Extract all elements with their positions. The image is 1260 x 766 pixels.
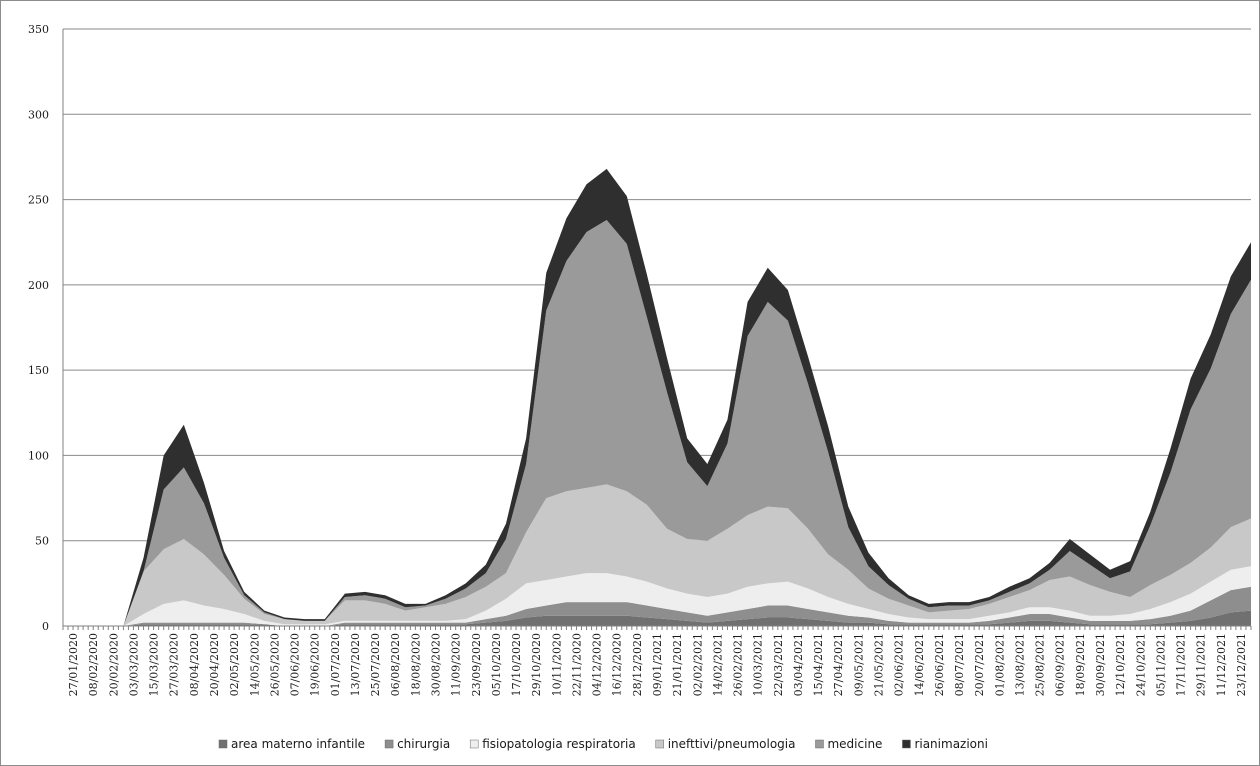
y-tick-label: 100 [28, 449, 49, 462]
x-tick-label: 21/01/2021 [671, 633, 684, 696]
x-tick-label: 05/11/2021 [1154, 633, 1167, 696]
series-area-1 [63, 586, 1251, 626]
legend-label-5: rianimazioni [914, 737, 988, 751]
x-tick-label: 13/08/2021 [1013, 633, 1026, 696]
axes [62, 29, 1252, 630]
legend-swatch-0 [218, 739, 228, 749]
x-tick-label: 10/03/2021 [752, 633, 765, 696]
x-tick-label: 27/01/2020 [67, 633, 80, 696]
x-tick-label: 26/02/2021 [732, 633, 745, 696]
x-tick-label: 25/07/2020 [369, 633, 382, 696]
x-tick-label: 22/11/2020 [570, 633, 583, 696]
x-tick-label: 11/09/2020 [450, 633, 463, 696]
y-axis-tick-labels: 0 50 100 150 200 250 300 350 [28, 23, 49, 633]
legend-swatch-1 [384, 739, 394, 749]
x-tick-label: 26/05/2020 [268, 633, 281, 696]
x-tick-label: 09/05/2021 [852, 633, 865, 696]
y-tick-label: 300 [28, 108, 49, 121]
y-tick-label: 0 [42, 620, 49, 633]
x-tick-label: 09/01/2021 [651, 633, 664, 696]
y-tick-label: 50 [35, 535, 49, 548]
x-tick-label: 01/08/2021 [993, 633, 1006, 696]
x-tick-label: 25/08/2021 [1034, 633, 1047, 696]
x-tick-label: 12/10/2021 [1114, 633, 1127, 696]
series-area-4 [63, 220, 1251, 627]
x-tick-label: 05/10/2020 [490, 633, 503, 696]
y-tick-label: 250 [28, 194, 49, 207]
x-tick-label: 14/02/2021 [711, 633, 724, 696]
x-tick-label: 30/09/2021 [1094, 633, 1107, 696]
x-tick-label: 06/09/2021 [1054, 633, 1067, 696]
series-area-3 [63, 484, 1251, 626]
x-tick-label: 02/02/2021 [691, 633, 704, 696]
x-tick-label: 08/02/2020 [87, 633, 100, 696]
x-tick-label: 27/04/2021 [832, 633, 845, 696]
x-tick-label: 15/03/2020 [148, 633, 161, 696]
x-tick-label: 17/10/2020 [510, 633, 523, 696]
y-tick-label: 150 [28, 364, 49, 377]
legend: area materno infantile chirurgia fisiopato… [218, 737, 988, 751]
x-tick-label: 10/11/2020 [550, 633, 563, 696]
x-axis-tick-labels: 27/01/2020 08/02/2020 20/02/2020 03/03/2020… [67, 633, 1248, 696]
legend-swatch-5 [902, 739, 911, 749]
x-tick-label: 20/02/2020 [107, 633, 120, 696]
x-tick-label: 21/05/2021 [872, 633, 885, 696]
x-tick-label: 13/07/2020 [349, 633, 362, 696]
x-tick-label: 20/04/2020 [208, 633, 221, 696]
x-tick-label: 18/09/2021 [1074, 633, 1087, 696]
x-tick-label: 03/03/2020 [127, 633, 140, 696]
x-tick-label: 07/06/2020 [289, 633, 302, 696]
legend-swatch-4 [815, 739, 824, 749]
x-tick-label: 01/07/2020 [329, 633, 342, 696]
x-tick-label: 08/04/2020 [188, 633, 201, 696]
legend-label-4: medicine [827, 737, 882, 751]
x-tick-label: 08/07/2021 [953, 633, 966, 696]
x-tick-label: 26/06/2021 [933, 633, 946, 696]
x-tick-label: 18/08/2020 [409, 633, 422, 696]
x-tick-label: 22/03/2021 [772, 633, 785, 696]
x-tick-label: 23/09/2020 [470, 633, 483, 696]
x-tick-label: 06/08/2020 [389, 633, 402, 696]
x-tick-label: 14/06/2021 [913, 633, 926, 696]
x-tick-label: 16/12/2020 [611, 633, 624, 696]
x-tick-label: 29/11/2021 [1195, 633, 1208, 696]
x-tick-label: 19/06/2020 [309, 633, 322, 696]
legend-label-0: area materno infantile [231, 737, 365, 751]
x-tick-label: 14/05/2020 [248, 633, 261, 696]
y-tick-label: 350 [28, 23, 49, 36]
legend-label-3: inefttivi/pneumologia [668, 737, 796, 751]
x-tick-label: 04/12/2020 [591, 633, 604, 696]
series-area-2 [63, 566, 1251, 626]
x-tick-label: 03/04/2021 [792, 633, 805, 696]
series-area-0 [63, 610, 1251, 626]
x-tick-label: 27/03/2020 [168, 633, 181, 696]
legend-label-1: chirurgia [397, 737, 450, 751]
y-tick-label: 200 [28, 279, 49, 292]
x-tick-label: 20/07/2021 [973, 633, 986, 696]
x-tick-label: 29/10/2020 [530, 633, 543, 696]
legend-swatch-3 [655, 739, 664, 749]
x-tick-label: 17/11/2021 [1175, 633, 1188, 696]
series-areas [63, 168, 1251, 627]
x-tick-label: 23/12/2021 [1235, 633, 1248, 696]
x-tick-label: 30/08/2020 [430, 633, 443, 696]
legend-label-2: fisiopatologia respiratoria [482, 737, 636, 751]
x-tick-label: 02/06/2021 [893, 633, 906, 696]
x-tick-label: 15/04/2021 [812, 633, 825, 696]
x-tick-label: 11/12/2021 [1215, 633, 1228, 696]
legend-swatch-2 [469, 739, 479, 749]
x-tick-label: 24/10/2021 [1134, 633, 1147, 696]
x-tick-label: 28/12/2020 [631, 633, 644, 696]
x-tick-label: 02/05/2020 [228, 633, 241, 696]
